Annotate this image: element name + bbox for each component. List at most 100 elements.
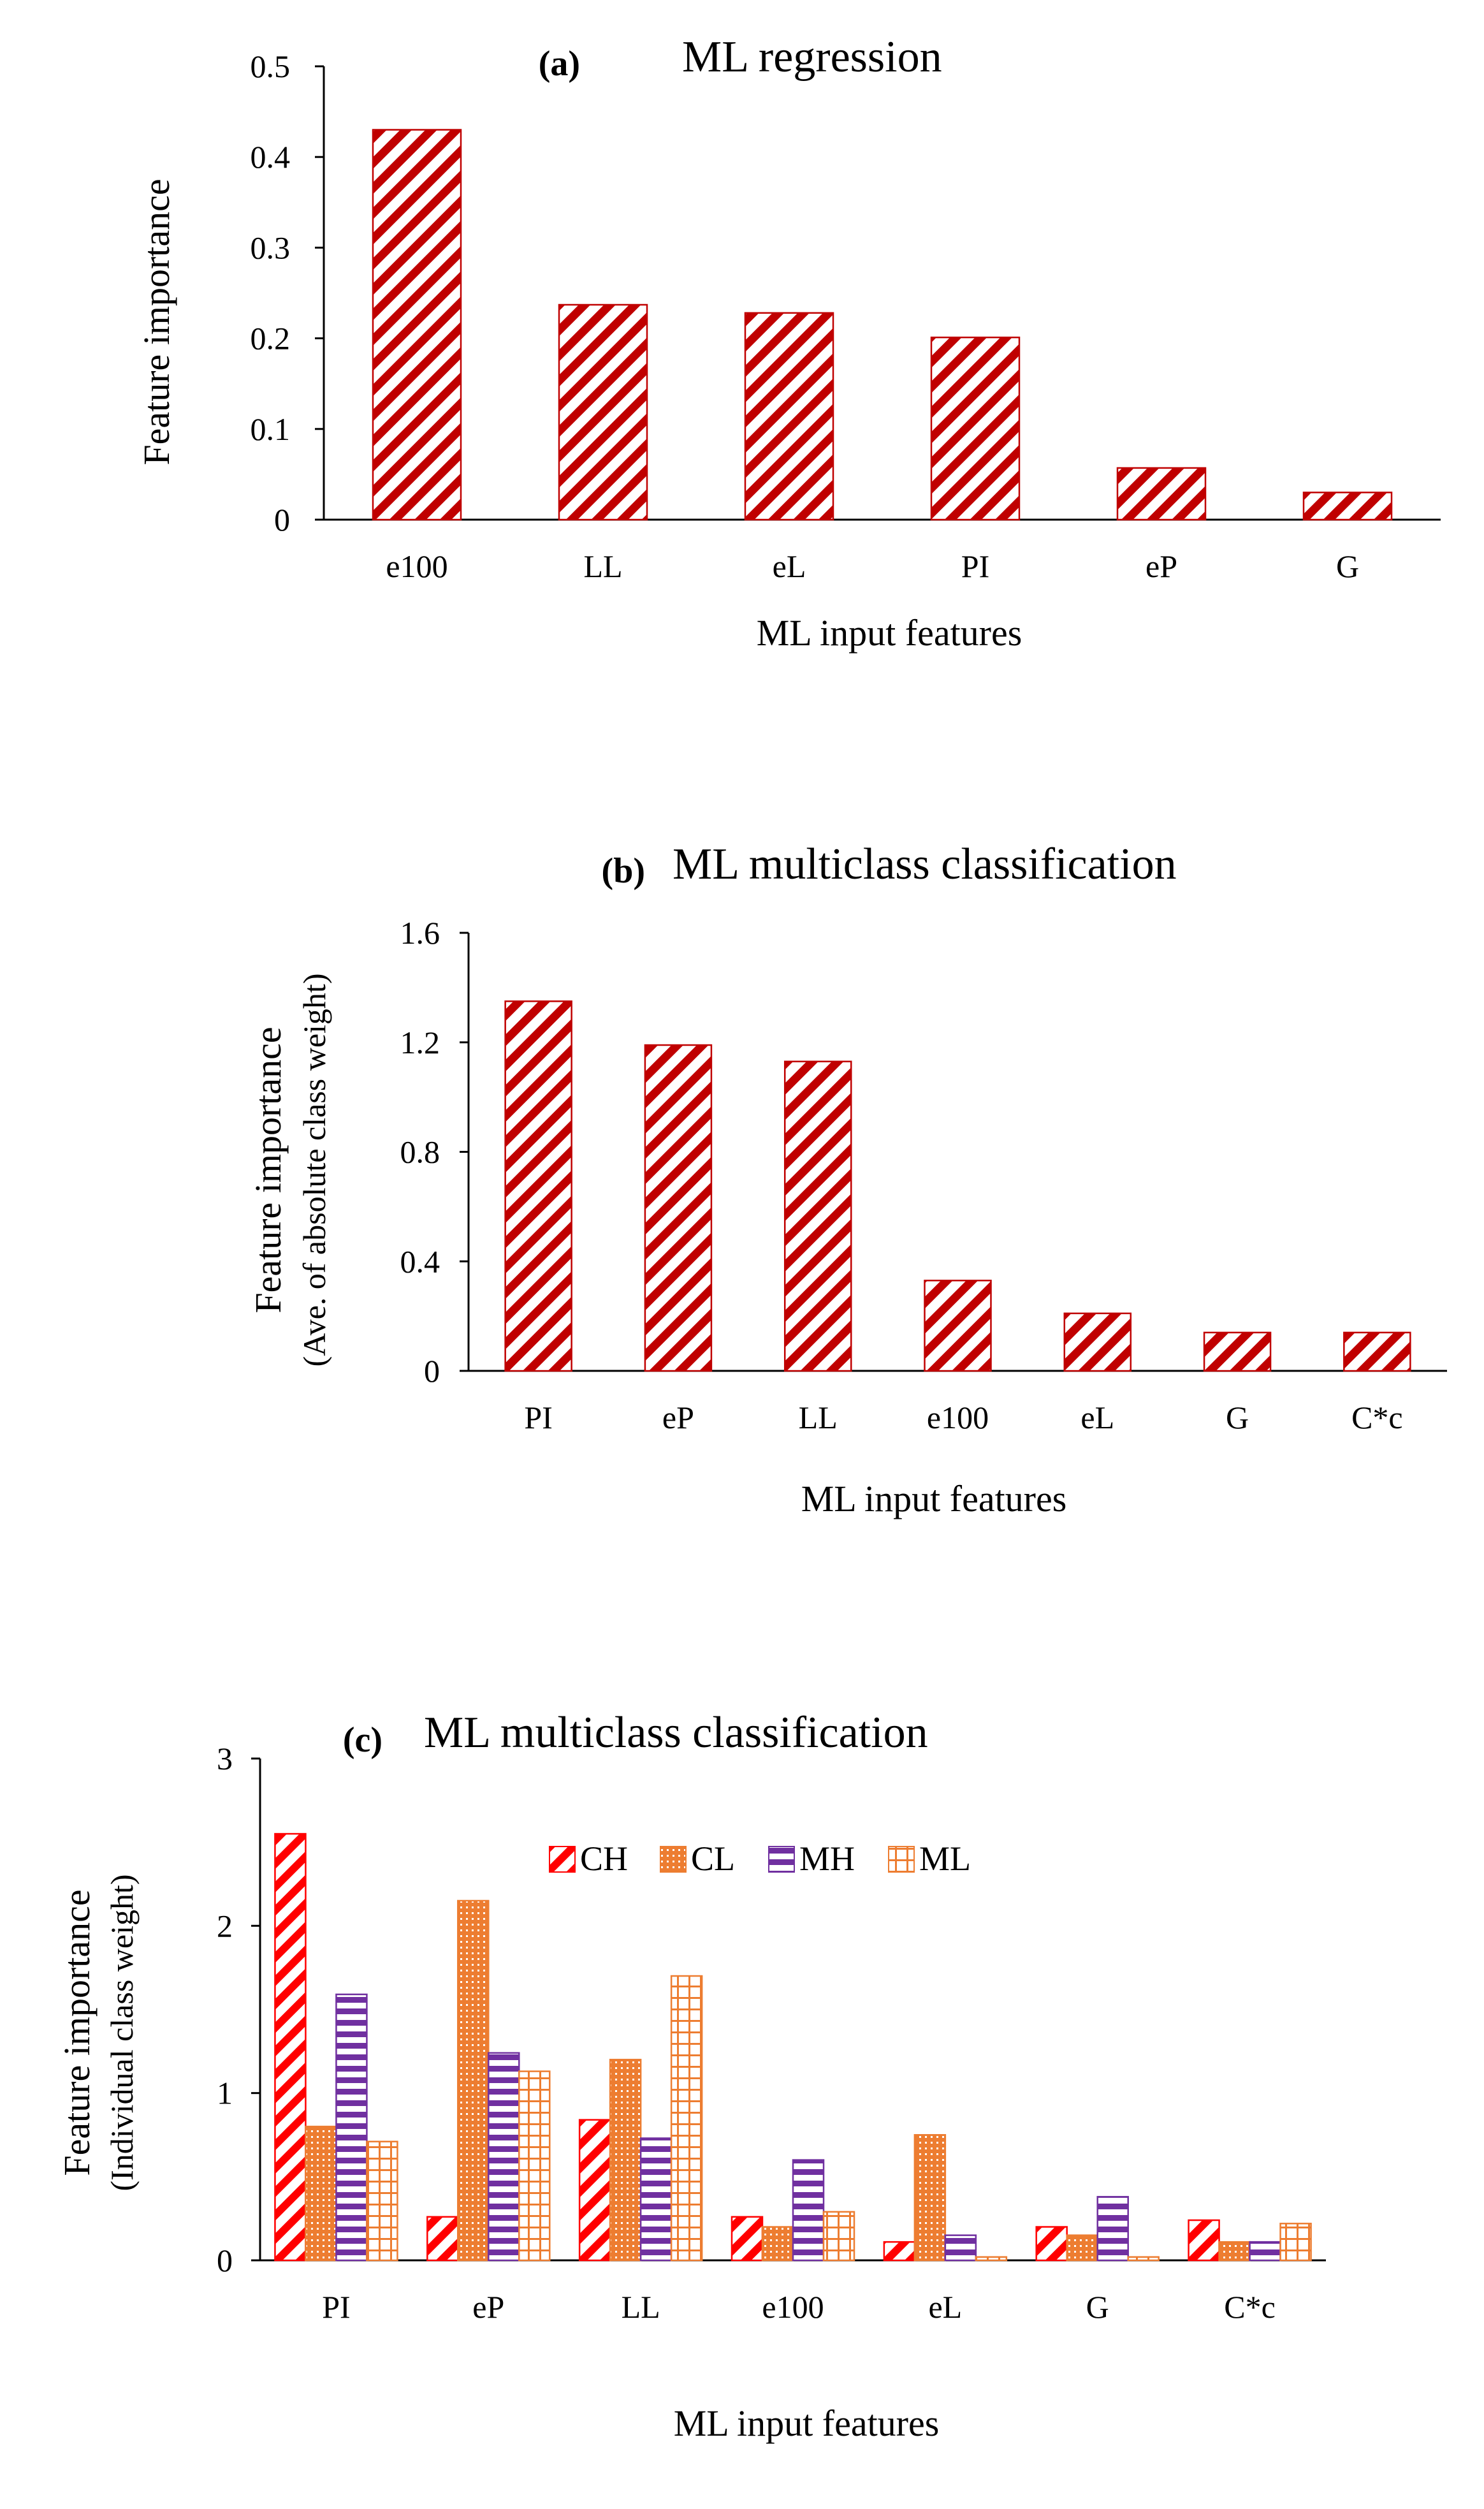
- chart-b-ytick-label: 0.8: [400, 1134, 440, 1170]
- bar-b-feature-importance-e100: [924, 1280, 992, 1372]
- chart-c-bars: [274, 1832, 1312, 2262]
- bar-b-feature-importance-cc: [1343, 1331, 1411, 1372]
- bar-c-ch-g: [1035, 2226, 1068, 2262]
- bar-a-feature-importance-pi: [930, 336, 1021, 521]
- bar-c-ch-ll: [578, 2119, 611, 2262]
- chart-a-xlabel: ML input features: [757, 612, 1022, 654]
- legend-label-ml: ML: [919, 1840, 971, 1878]
- chart-a-category-label: G: [1336, 548, 1359, 584]
- chart-b-category-label: e100: [927, 1400, 989, 1435]
- chart-c-ylabel: Feature importance: [56, 1889, 98, 2176]
- bar-c-ch-el: [883, 2241, 916, 2262]
- bar-c-cl-g: [1066, 2234, 1098, 2262]
- chart-a-category-label: e100: [386, 548, 447, 584]
- chart-b-category-label: G: [1226, 1400, 1249, 1435]
- bar-a-feature-importance-e100: [372, 129, 462, 521]
- chart-c-legend: CH CL MH ML: [549, 1840, 971, 1878]
- chart-a-category-label: PI: [961, 548, 989, 584]
- chart-b-category-label: eP: [662, 1400, 694, 1435]
- bar-b-feature-importance-ep: [644, 1044, 713, 1372]
- chart-a-ytick-label: 0.1: [251, 411, 291, 447]
- bar-c-ml-g: [1127, 2256, 1160, 2262]
- bar-b-feature-importance-g: [1203, 1331, 1272, 1372]
- chart-b-bars: [504, 1000, 1411, 1372]
- bar-c-cl-ep: [457, 1899, 490, 2262]
- chart-a-ytick-label: 0: [274, 502, 290, 538]
- chart-a-category-label: eL: [773, 548, 806, 584]
- chart-a-panel-label: (a): [539, 44, 580, 84]
- chart-c-category-label: LL: [622, 2289, 660, 2325]
- bar-c-cl-cc: [1218, 2241, 1251, 2262]
- bar-c-ch-e100: [731, 2216, 764, 2262]
- bar-c-ml-ll: [670, 1975, 703, 2262]
- bar-c-cl-e100: [761, 2226, 794, 2262]
- legend-swatch-mh: [768, 1846, 795, 1873]
- chart-b-ylabel: Feature importance: [247, 1027, 289, 1313]
- chart-panel-c: (c) ML multiclass classification Feature…: [56, 1708, 1326, 2444]
- chart-b-category-label: eL: [1080, 1400, 1114, 1435]
- chart-c-category-label: e100: [762, 2289, 824, 2325]
- bar-c-ch-cc: [1188, 2219, 1220, 2262]
- bar-c-ml-ep: [518, 2070, 551, 2262]
- bar-b-feature-importance-ll: [783, 1060, 852, 1372]
- chart-c-ytick-label: 3: [217, 1741, 233, 1776]
- chart-c-category-label: eL: [928, 2289, 962, 2325]
- chart-c-ytick-label: 1: [217, 2075, 233, 2111]
- bar-a-feature-importance-g: [1302, 492, 1393, 521]
- legend-swatch-ch: [549, 1846, 576, 1873]
- bar-c-ch-pi: [274, 1832, 307, 2262]
- chart-a-yticks: 0 0.1 0.2 0.3 0.4 0.5: [251, 48, 324, 538]
- bar-c-ml-pi: [366, 2140, 398, 2262]
- chart-b-category-label: PI: [524, 1400, 552, 1435]
- bar-c-ch-ep: [426, 2216, 459, 2262]
- chart-a-ytick-label: 0.3: [251, 230, 291, 265]
- chart-b-xlabel: ML input features: [801, 1478, 1067, 1519]
- chart-c-category-label: PI: [322, 2289, 350, 2325]
- bar-c-ml-cc: [1279, 2223, 1312, 2262]
- chart-c-panel-label: (c): [343, 1720, 382, 1760]
- bar-a-feature-importance-ll: [558, 304, 648, 521]
- bar-c-cl-pi: [305, 2125, 337, 2262]
- chart-c-title: ML multiclass classification: [424, 1708, 928, 1757]
- chart-b-category-label: C*c: [1351, 1400, 1403, 1435]
- chart-a-title: ML regression: [682, 33, 942, 82]
- bar-a-feature-importance-ep: [1116, 467, 1207, 521]
- legend-label-mh: MH: [799, 1840, 855, 1878]
- chart-c-category-label: C*c: [1224, 2289, 1276, 2325]
- bar-c-mh-ep: [488, 2052, 520, 2262]
- chart-c-ytick-label: 2: [217, 1908, 233, 1943]
- chart-panel-b: (b) ML multiclass classification Feature…: [247, 840, 1447, 1519]
- chart-b-category-label: LL: [799, 1400, 838, 1435]
- chart-b-yticks: 0 0.4 0.8 1.2 1.6: [400, 915, 469, 1389]
- chart-a-category-label: LL: [583, 548, 622, 584]
- bar-b-feature-importance-pi: [504, 1000, 572, 1372]
- bar-c-mh-el: [944, 2234, 977, 2262]
- chart-a-ytick-label: 0.2: [251, 321, 291, 356]
- chart-a-ylabel: Feature importance: [136, 179, 177, 465]
- chart-c-categories: PI eP LL e100 eL G C*c: [322, 2289, 1276, 2325]
- chart-b-title: ML multiclass classification: [673, 840, 1177, 889]
- chart-b-ytick-label: 1.6: [400, 915, 440, 951]
- chart-c-ytick-label: 0: [217, 2242, 233, 2278]
- bar-c-cl-ll: [609, 2058, 642, 2262]
- bar-c-mh-g: [1096, 2196, 1129, 2262]
- chart-a-ytick-label: 0.4: [251, 139, 291, 175]
- chart-b-ytick-label: 0.4: [400, 1243, 440, 1279]
- bar-a-feature-importance-el: [744, 312, 834, 521]
- bar-c-mh-e100: [792, 2159, 825, 2262]
- chart-a-bars: [372, 129, 1393, 521]
- chart-a-ytick-label: 0.5: [251, 48, 291, 84]
- chart-c-ylabel-sub: (Individual class weight): [104, 1874, 140, 2191]
- chart-b-ylabel-sub: (Ave. of absolute class weight): [296, 974, 332, 1367]
- legend-swatch-cl: [660, 1846, 687, 1873]
- chart-panel-a: (a) ML regression Feature importance ML …: [136, 33, 1441, 654]
- chart-a-categories: e100 LL eL PI eP G: [386, 548, 1359, 584]
- chart-a-category-label: eP: [1146, 548, 1177, 584]
- bar-c-cl-el: [913, 2134, 947, 2262]
- bar-c-mh-ll: [639, 2137, 673, 2262]
- bar-c-ml-e100: [822, 2211, 855, 2262]
- bar-c-mh-cc: [1249, 2241, 1281, 2262]
- bar-c-ml-el: [975, 2256, 1008, 2262]
- chart-b-ytick-label: 0: [424, 1353, 440, 1389]
